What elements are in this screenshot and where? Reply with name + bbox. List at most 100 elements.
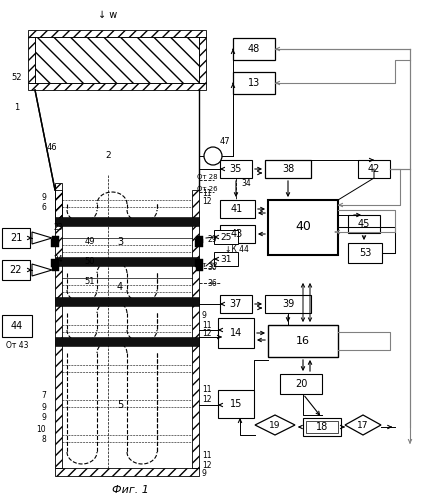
Text: 49: 49	[85, 238, 95, 246]
Bar	[51, 239, 59, 247]
Bar	[2, 315, 32, 337]
Text: 1: 1	[14, 104, 20, 112]
Text: ↓ w: ↓ w	[98, 10, 118, 20]
Text: 35: 35	[230, 164, 242, 174]
Text: 7: 7	[41, 392, 46, 400]
Text: 51: 51	[85, 278, 95, 286]
Text: ↓К 44: ↓К 44	[225, 244, 249, 254]
Bar	[220, 160, 252, 178]
Text: 36: 36	[207, 280, 217, 288]
Text: 11: 11	[202, 452, 211, 460]
Text: 15: 15	[230, 399, 242, 409]
Bar	[196, 264, 203, 271]
Bar	[52, 236, 59, 243]
Bar	[348, 215, 380, 233]
Bar	[51, 259, 59, 267]
Text: 10: 10	[36, 424, 46, 434]
Text: 29: 29	[207, 236, 216, 244]
Bar	[280, 374, 322, 394]
Bar	[220, 295, 252, 313]
Text: 9: 9	[202, 470, 207, 478]
Text: 16: 16	[296, 336, 310, 346]
Text: 5: 5	[117, 400, 123, 410]
Text: 2: 2	[105, 150, 111, 160]
Bar	[192, 190, 199, 468]
Text: 21: 21	[10, 233, 22, 243]
Bar	[55, 217, 199, 226]
Text: 43: 43	[231, 229, 243, 239]
Text: 34: 34	[241, 178, 251, 188]
Text: 9: 9	[41, 194, 46, 202]
Bar	[218, 318, 254, 348]
Text: 48: 48	[248, 44, 260, 54]
Text: 20: 20	[295, 379, 307, 389]
Text: 13: 13	[248, 78, 260, 88]
Text: 22: 22	[10, 265, 22, 275]
Bar	[268, 200, 338, 255]
Bar	[214, 230, 238, 244]
Text: 6: 6	[41, 202, 46, 211]
Text: 11: 11	[202, 386, 211, 394]
Text: 11: 11	[202, 188, 211, 198]
Text: 8: 8	[41, 436, 46, 444]
Bar	[28, 83, 206, 90]
Text: 41: 41	[231, 204, 243, 214]
Text: 45: 45	[358, 219, 370, 229]
Text: 12: 12	[202, 196, 211, 205]
Text: Фиг. 1: Фиг. 1	[111, 485, 149, 495]
Bar	[268, 325, 338, 357]
Text: 17: 17	[357, 420, 369, 430]
Text: 18: 18	[316, 422, 328, 432]
Bar	[199, 37, 206, 83]
Text: 12: 12	[202, 460, 211, 469]
Text: 3: 3	[117, 237, 123, 247]
Text: 23: 23	[54, 224, 64, 232]
Bar	[55, 337, 199, 346]
Bar	[233, 72, 275, 94]
Bar	[348, 243, 382, 263]
Text: 40: 40	[295, 220, 311, 234]
Bar	[306, 421, 338, 433]
Text: 39: 39	[282, 299, 294, 309]
Text: 37: 37	[230, 299, 242, 309]
Bar	[55, 257, 199, 266]
Text: 14: 14	[230, 328, 242, 338]
Text: 30: 30	[207, 264, 217, 272]
Text: 31: 31	[220, 254, 232, 264]
Bar	[358, 160, 390, 178]
Text: От 26: От 26	[197, 186, 217, 192]
Bar	[195, 239, 203, 247]
Bar	[220, 225, 255, 243]
Text: 42: 42	[368, 164, 380, 174]
Text: 9: 9	[41, 414, 46, 422]
Text: 19: 19	[269, 420, 281, 430]
Text: 11: 11	[202, 320, 211, 330]
Bar	[218, 390, 254, 418]
Text: От 28: От 28	[197, 174, 217, 180]
Text: 46: 46	[47, 144, 57, 152]
Text: От 43: От 43	[6, 342, 28, 350]
Bar	[55, 468, 199, 476]
Text: 9: 9	[202, 310, 207, 320]
Text: 9: 9	[41, 402, 46, 411]
Bar	[55, 183, 62, 223]
Bar	[2, 228, 30, 248]
Bar	[28, 37, 35, 83]
Bar	[196, 236, 203, 243]
Bar	[28, 30, 206, 37]
Text: 25: 25	[220, 232, 232, 241]
Bar	[214, 252, 238, 266]
Bar	[233, 38, 275, 60]
Text: 50: 50	[85, 258, 95, 266]
Text: 47: 47	[220, 138, 230, 146]
Text: От 32: От 32	[197, 262, 217, 268]
Bar	[52, 264, 59, 271]
Text: 38: 38	[282, 164, 294, 174]
Text: 53: 53	[359, 248, 371, 258]
Bar	[220, 200, 255, 218]
Text: 4: 4	[117, 282, 123, 292]
Text: 24: 24	[54, 256, 64, 264]
Text: 52: 52	[12, 74, 22, 82]
Bar	[265, 295, 311, 313]
Bar	[55, 297, 199, 306]
